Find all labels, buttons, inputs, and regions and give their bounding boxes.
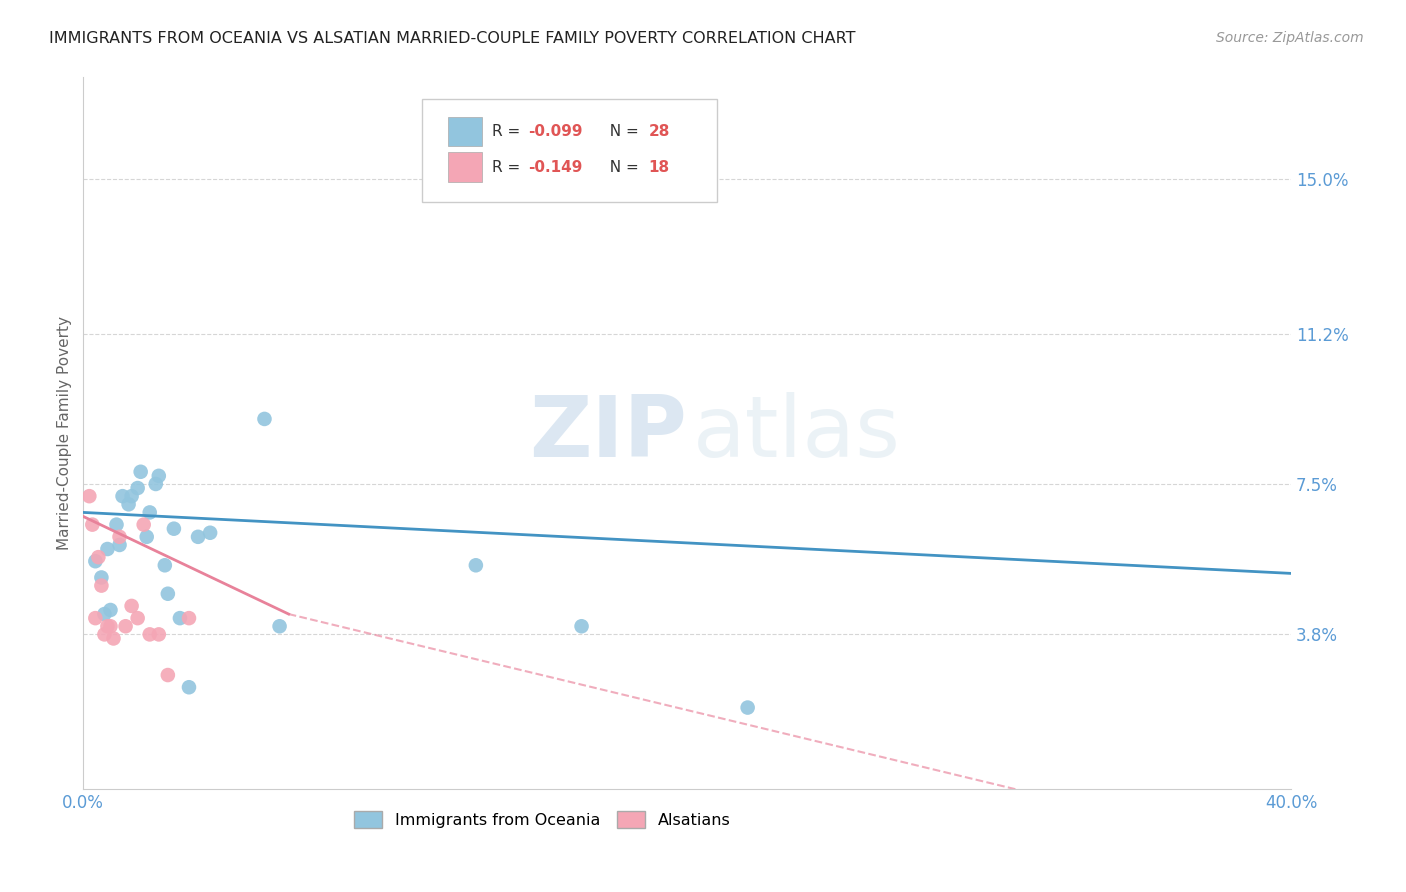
Point — [156, 587, 179, 601]
Text: N =: N = — [600, 160, 644, 175]
Point — [145, 477, 167, 491]
FancyBboxPatch shape — [422, 99, 717, 202]
Point — [93, 607, 115, 621]
Point — [464, 558, 486, 573]
Point — [127, 481, 149, 495]
Y-axis label: Married-Couple Family Poverty: Married-Couple Family Poverty — [58, 316, 72, 550]
Text: atlas: atlas — [693, 392, 901, 475]
Text: ZIP: ZIP — [530, 392, 688, 475]
Point — [79, 489, 101, 503]
Point — [169, 611, 191, 625]
Point — [187, 530, 209, 544]
Point — [132, 517, 155, 532]
Point — [138, 627, 160, 641]
Point — [114, 619, 136, 633]
Point — [177, 611, 200, 625]
Point — [93, 627, 115, 641]
Text: N =: N = — [600, 124, 644, 139]
Point — [253, 412, 276, 426]
Text: Source: ZipAtlas.com: Source: ZipAtlas.com — [1216, 31, 1364, 45]
Point — [96, 619, 118, 633]
Point — [198, 525, 221, 540]
Text: -0.099: -0.099 — [527, 124, 582, 139]
Point — [111, 489, 134, 503]
Point — [84, 611, 107, 625]
Point — [103, 632, 125, 646]
Point — [129, 465, 152, 479]
Text: 28: 28 — [648, 124, 671, 139]
Point — [87, 550, 110, 565]
Text: 18: 18 — [648, 160, 669, 175]
Point — [90, 570, 112, 584]
Point — [571, 619, 593, 633]
Point — [269, 619, 291, 633]
Legend: Immigrants from Oceania, Alsatians: Immigrants from Oceania, Alsatians — [347, 805, 737, 834]
Point — [135, 530, 157, 544]
Text: R =: R = — [492, 160, 524, 175]
Point — [90, 579, 112, 593]
Point — [153, 558, 176, 573]
Point — [737, 700, 759, 714]
FancyBboxPatch shape — [449, 153, 482, 182]
Point — [100, 619, 122, 633]
Point — [117, 497, 139, 511]
Point — [84, 554, 107, 568]
Point — [138, 505, 160, 519]
Point — [163, 522, 186, 536]
Point — [148, 468, 170, 483]
Point — [156, 668, 179, 682]
Text: IMMIGRANTS FROM OCEANIA VS ALSATIAN MARRIED-COUPLE FAMILY POVERTY CORRELATION CH: IMMIGRANTS FROM OCEANIA VS ALSATIAN MARR… — [49, 31, 856, 46]
Point — [177, 680, 200, 694]
Point — [96, 541, 118, 556]
Point — [100, 603, 122, 617]
Point — [108, 538, 131, 552]
Point — [121, 599, 143, 613]
Point — [121, 489, 143, 503]
Point — [148, 627, 170, 641]
FancyBboxPatch shape — [449, 117, 482, 146]
Point — [108, 530, 131, 544]
Point — [105, 517, 128, 532]
Text: R =: R = — [492, 124, 524, 139]
Point — [82, 517, 104, 532]
Point — [127, 611, 149, 625]
Text: -0.149: -0.149 — [527, 160, 582, 175]
